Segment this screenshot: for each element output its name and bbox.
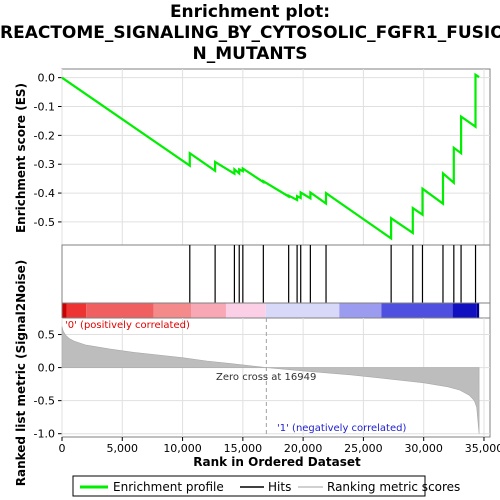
color-bar-segment: [339, 303, 382, 318]
es-plot-frame: [61, 68, 491, 246]
legend-box: [72, 475, 426, 497]
color-bar-segment: [86, 303, 154, 318]
metric-y-tick-label: -0.5: [34, 395, 55, 408]
color-bar-segment: [381, 303, 453, 318]
title-line-3: N_MUTANTS: [192, 44, 308, 64]
page-title: Enrichment plot: REACTOME_SIGNALING_BY_C…: [0, 2, 500, 65]
metric-panel: 0.5 0.0 -0.5 -1.0: [34, 317, 491, 441]
x-tick-label: 25,000: [344, 442, 383, 455]
es-y-tick-label: -0.2: [34, 129, 55, 142]
x-tick-label: 10,000: [163, 442, 202, 455]
enrichment-profile-line: [61, 72, 480, 241]
color-bar: [61, 302, 491, 319]
metric-y-tick-label: 0.5: [38, 329, 56, 342]
x-tick-label: 15,000: [224, 442, 263, 455]
ranking-metric-area: [61, 326, 480, 434]
hits-panel: [61, 244, 491, 304]
color-bar-segment: [476, 303, 480, 318]
negative-correlation-label: '1' (negatively correlated): [277, 423, 406, 434]
color-bar-segment: [191, 303, 226, 318]
metric-y-tick-label: -1.0: [34, 428, 55, 441]
color-bar-segment: [265, 303, 340, 318]
x-tick-label: 5,000: [107, 442, 139, 455]
legend-label-hits: Hits: [268, 480, 291, 494]
x-tick-label: 0: [59, 442, 66, 455]
x-tick-label: 30,000: [404, 442, 443, 455]
metric-y-tick-label: 0.0: [38, 362, 56, 375]
title-line-1: Enrichment plot:: [169, 2, 331, 22]
legend-label-ranking-metric: Ranking metric scores: [327, 480, 460, 494]
es-y-tick-label: 0.0: [38, 72, 56, 85]
positive-correlation-label: '0' (positively correlated): [65, 320, 190, 331]
color-bar-segment: [66, 303, 87, 318]
es-y-tick-label: -0.3: [34, 158, 55, 171]
x-tick-label: 35,000: [465, 442, 500, 455]
zero-cross-label: Zero cross at 16949: [216, 372, 316, 383]
es-panel: 0.0 -0.1 -0.2 -0.3 -0.4 -0.5: [34, 68, 491, 246]
hits-frame: [61, 244, 491, 304]
x-tick-label: 20,000: [284, 442, 323, 455]
es-y-tick-label: -0.4: [34, 187, 55, 200]
title-line-2: REACTOME_SIGNALING_BY_CYTOSOLIC_FGFR1_FU…: [0, 23, 500, 43]
color-bar-segment: [153, 303, 192, 318]
color-bar-segment: [225, 303, 266, 318]
es-y-axis-label: Enrichment score (ES): [14, 83, 28, 233]
color-bar-segment: [62, 303, 67, 318]
legend-label-enrichment-profile: Enrichment profile: [113, 480, 224, 494]
es-y-tick-label: -0.5: [34, 216, 55, 229]
es-y-tick-label: -0.1: [34, 101, 55, 114]
legend: Enrichment profile Hits Ranking metric s…: [72, 475, 460, 497]
color-bar-segment: [452, 303, 477, 318]
metric-y-axis-label: Ranked list metric (Signal2Noise): [14, 260, 28, 487]
x-axis: 0 5,000 10,000 15,000 20,000 25,000 30,000 35,0…: [59, 437, 500, 455]
x-axis-label: Rank in Ordered Dataset: [193, 455, 361, 469]
